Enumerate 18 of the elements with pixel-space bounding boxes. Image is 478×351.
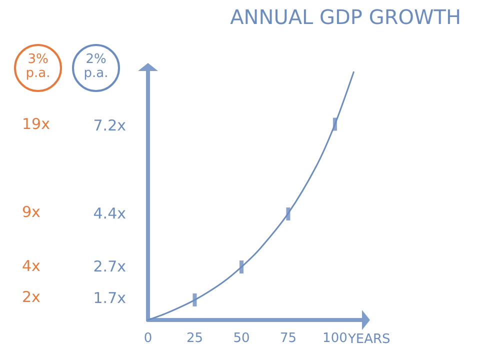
x-tick-label: 0: [144, 331, 152, 346]
line-series: [147, 71, 354, 321]
chart-title: ANNUAL GDP GROWTH: [230, 5, 462, 29]
y-tick-label: 4.4x: [93, 204, 126, 222]
text: 3% p.a.: [24, 52, 52, 81]
y-tick-label: 2.7x: [93, 258, 126, 276]
y-tick-label: 1.7x: [93, 289, 126, 308]
text: 2% p.a.: [82, 52, 110, 81]
x-tick-label: 25: [186, 331, 204, 346]
text: 2x: [22, 288, 40, 306]
x-tick-label: 50: [233, 331, 250, 346]
text: 9x: [22, 203, 40, 222]
x-tick-label: 100: [322, 331, 348, 346]
x-axis-title: YEARS: [348, 332, 390, 347]
text: 4x: [22, 256, 40, 275]
x-tick-label: 75: [280, 331, 296, 346]
text: 19x: [22, 115, 50, 134]
y-tick-label: 7.2x: [93, 116, 126, 134]
